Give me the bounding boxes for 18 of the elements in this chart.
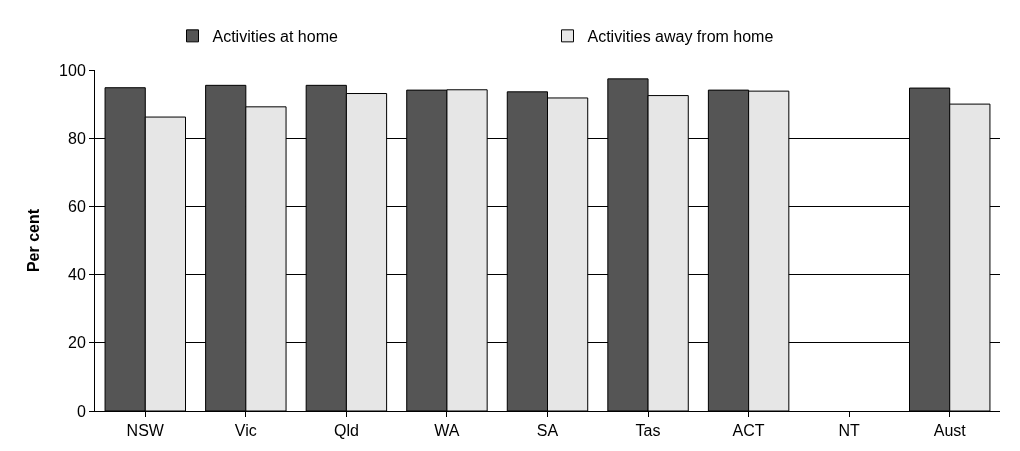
x-tick-label: Qld <box>333 422 359 440</box>
x-tick-label: Tas <box>635 422 661 440</box>
legend-label: Activities away from home <box>587 28 774 46</box>
y-tick-label: 60 <box>68 198 86 215</box>
x-tick-label: SA <box>536 422 559 440</box>
legend-label: Activities at home <box>212 28 338 46</box>
x-tick-label: NSW <box>126 422 165 440</box>
x-tick-label: Aust <box>933 422 967 440</box>
y-tick-label: 40 <box>68 266 86 284</box>
x-tick-label: WA <box>434 422 460 440</box>
y-axis-title: Per cent <box>25 208 42 273</box>
x-tick-label: Vic <box>234 422 257 440</box>
y-tick-label: 100 <box>59 61 86 79</box>
y-tick-label: 0 <box>76 402 86 420</box>
x-tick-label: ACT <box>732 422 765 440</box>
x-tick-label: NT <box>838 422 861 440</box>
y-tick-label: 20 <box>68 334 86 352</box>
y-tick-label: 80 <box>68 129 86 147</box>
